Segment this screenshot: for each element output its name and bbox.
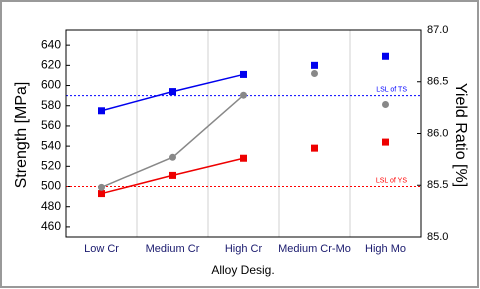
x-tick-label: Medium Cr-Mo bbox=[278, 243, 351, 255]
y2-tick-label: 85.5 bbox=[427, 179, 448, 191]
y2-tick-label: 86.5 bbox=[427, 76, 448, 88]
y-tick-label: 600 bbox=[41, 78, 61, 92]
marker bbox=[240, 70, 247, 78]
y-tick-label: 540 bbox=[41, 138, 61, 152]
x-tick-label: Low Cr bbox=[84, 243, 119, 255]
marker bbox=[169, 88, 176, 96]
x-tick-label: High Mo bbox=[365, 243, 406, 255]
marker bbox=[240, 154, 247, 162]
y2-axis-title: Yield Ratio [%] bbox=[452, 83, 469, 187]
marker bbox=[311, 61, 318, 69]
marker bbox=[382, 138, 389, 146]
y-tick-label: 560 bbox=[41, 118, 61, 132]
y-tick-label: 480 bbox=[41, 199, 61, 213]
y-tick-label: 460 bbox=[41, 219, 61, 233]
marker bbox=[169, 153, 176, 161]
y-tick-label: 500 bbox=[41, 179, 61, 193]
y-tick-label: 620 bbox=[41, 58, 61, 72]
marker bbox=[382, 52, 389, 60]
y2-tick-label: 87.0 bbox=[427, 24, 448, 36]
reference-label: LSL of YS bbox=[376, 177, 407, 184]
marker bbox=[311, 144, 318, 152]
plot-border bbox=[65, 29, 422, 238]
marker bbox=[98, 107, 105, 115]
x-tick-label: High Cr bbox=[225, 243, 263, 255]
y-axis-title: Strength [MPa] bbox=[13, 82, 30, 189]
marker bbox=[169, 171, 176, 179]
marker bbox=[240, 91, 247, 99]
y-tick-label: 520 bbox=[41, 158, 61, 172]
x-tick-label: Medium Cr bbox=[146, 243, 200, 255]
y2-tick-label: 85.0 bbox=[427, 231, 448, 243]
marker bbox=[98, 183, 105, 191]
marker bbox=[311, 69, 318, 77]
y-tick-label: 580 bbox=[41, 98, 61, 112]
marker bbox=[382, 101, 389, 109]
y-tick-label: 640 bbox=[41, 37, 61, 51]
marker bbox=[98, 190, 105, 198]
y2-tick-label: 86.0 bbox=[427, 127, 448, 139]
reference-label: LSL of TS bbox=[376, 86, 407, 93]
x-axis-title: Alloy Desig. bbox=[211, 263, 274, 277]
